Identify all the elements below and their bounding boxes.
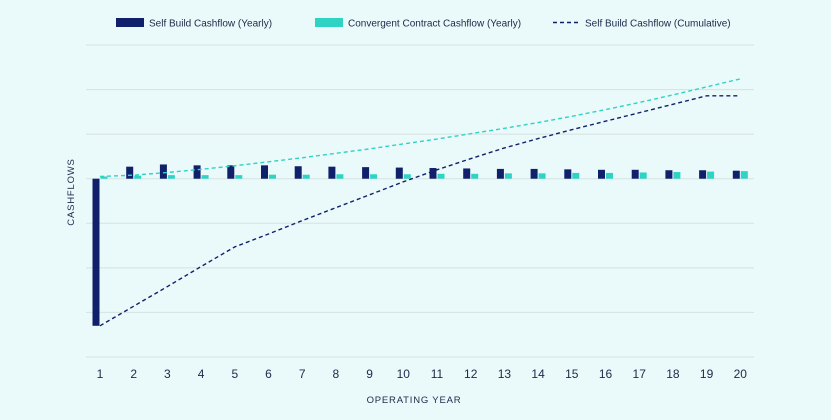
legend-label-convergent-yearly: Convergent Contract Cashflow (Yearly) (348, 19, 521, 30)
bar-self-build-yearly (328, 166, 336, 179)
bar-convergent-yearly (403, 174, 411, 179)
bar-convergent-yearly (336, 174, 344, 179)
legend-swatch-self-build-yearly (116, 18, 144, 27)
bar-self-build-yearly (294, 166, 302, 179)
gridlines (86, 44, 754, 358)
x-tick-label: 1 (97, 367, 104, 381)
bar-convergent-yearly (370, 174, 378, 179)
bar-convergent-yearly (235, 175, 243, 179)
bar-convergent-yearly (639, 172, 647, 179)
bar-convergent-yearly (134, 175, 142, 179)
x-tick-label: 5 (231, 367, 238, 381)
x-tick-label: 9 (366, 367, 373, 381)
bar-convergent-yearly (707, 171, 715, 179)
x-axis-title: OPERATING YEAR (367, 395, 462, 406)
bar-convergent-yearly (167, 175, 175, 179)
x-tick-label: 20 (734, 367, 748, 381)
bar-convergent-yearly (269, 174, 276, 179)
bar-convergent-yearly (504, 173, 512, 179)
x-tick-label: 18 (666, 367, 680, 381)
bar-convergent-yearly (606, 172, 613, 179)
bar-self-build-yearly (227, 165, 235, 179)
line-convergent-cumulative (99, 78, 741, 178)
bar-self-build-yearly (126, 166, 134, 179)
x-tick-label: 3 (164, 367, 171, 381)
bar-self-build-yearly (598, 169, 605, 179)
y-axis-title: CASHFLOWS (66, 158, 77, 225)
x-tick-label: 19 (700, 367, 714, 381)
bar-convergent-yearly (100, 176, 108, 179)
bar-self-build-yearly (496, 168, 504, 179)
bar-convergent-yearly (538, 173, 546, 179)
bar-self-build-yearly (395, 167, 403, 179)
x-tick-label: 15 (565, 367, 579, 381)
bar-convergent-yearly (471, 173, 479, 179)
legend-swatch-convergent-yearly (315, 18, 343, 27)
x-tick-label: 10 (397, 367, 411, 381)
bar-self-build-yearly (463, 168, 471, 179)
x-tick-label: 8 (333, 367, 340, 381)
legend-label-self-build-cumulative: Self Build Cashflow (Cumulative) (585, 19, 731, 30)
bar-convergent-yearly (673, 172, 681, 179)
bar-convergent-yearly (572, 172, 580, 179)
bar-self-build-yearly (732, 170, 740, 179)
bar-convergent-yearly (437, 173, 445, 179)
lines (99, 78, 741, 327)
x-tick-label: 17 (633, 367, 647, 381)
x-tick-label: 4 (198, 367, 205, 381)
bar-self-build-yearly (193, 165, 201, 179)
x-tick-label: 14 (531, 367, 545, 381)
bar-self-build-yearly (159, 164, 167, 179)
bar-self-build-yearly (530, 168, 538, 179)
bars (92, 164, 748, 326)
x-tick-labels: 1 2 3 4 5 6 7 8 9 10 11 12 13 14 15 16 17 18 19 20 (97, 367, 748, 381)
legend-label-self-build-yearly: Self Build Cashflow (Yearly) (149, 19, 272, 30)
bar-convergent-yearly (201, 175, 209, 179)
bar-self-build-yearly (699, 170, 707, 179)
bar-self-build-yearly (92, 178, 100, 326)
x-tick-label: 11 (431, 367, 444, 381)
bar-self-build-yearly (261, 165, 268, 179)
bar-convergent-yearly (740, 171, 748, 179)
bar-self-build-yearly (665, 170, 673, 179)
x-tick-label: 13 (498, 367, 512, 381)
bar-self-build-yearly (429, 168, 437, 179)
bar-self-build-yearly (362, 167, 370, 179)
x-tick-label: 16 (599, 367, 613, 381)
x-tick-label: 2 (130, 367, 137, 381)
line-self-build-cumulative (99, 95, 741, 327)
bar-self-build-yearly (564, 169, 572, 179)
x-tick-label: 12 (464, 367, 478, 381)
x-tick-label: 7 (299, 367, 306, 381)
bar-convergent-yearly (302, 174, 310, 179)
bar-self-build-yearly (631, 169, 639, 179)
x-tick-label: 6 (265, 367, 272, 381)
legend: Self Build Cashflow (Yearly) Convergent … (116, 18, 731, 30)
